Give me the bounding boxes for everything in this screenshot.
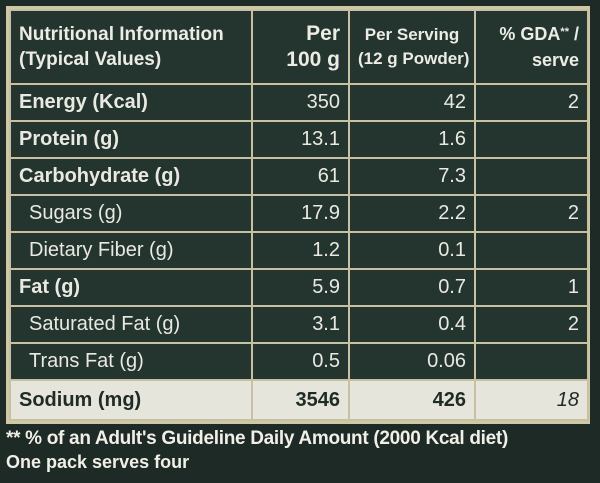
- per-100g-value: 61: [251, 157, 350, 196]
- per-100g-value: 0.5: [251, 342, 350, 381]
- nutrition-table: Nutritional Information (Typical Values)…: [9, 9, 589, 421]
- table-header-row: Nutritional Information (Typical Values)…: [9, 9, 589, 85]
- table-row-trans-fat: Trans Fat (g) 0.5 0.06: [9, 342, 589, 381]
- gda-value: [474, 120, 589, 159]
- per-serving-value: 7.3: [348, 157, 476, 196]
- table-row-saturated-fat: Saturated Fat (g) 3.1 0.4 2: [9, 305, 589, 344]
- per-serving-value: 1.6: [348, 120, 476, 159]
- table-row-protein: Protein (g) 13.1 1.6: [9, 120, 589, 159]
- row-label: Fat (g): [9, 268, 253, 307]
- gda-value: 18: [474, 379, 589, 421]
- header-per-100g: Per 100 g: [251, 9, 350, 85]
- per-serving-value: 0.4: [348, 305, 476, 344]
- per-serving-value: 0.06: [348, 342, 476, 381]
- per-100g-value: 13.1: [251, 120, 350, 159]
- table-row-carbohydrate: Carbohydrate (g) 61 7.3: [9, 157, 589, 196]
- per-serving-value: 0.7: [348, 268, 476, 307]
- gda-value: 2: [474, 83, 589, 122]
- per-100g-value: 5.9: [251, 268, 350, 307]
- row-label: Sodium (mg): [9, 379, 253, 421]
- per-100g-value: 17.9: [251, 194, 350, 233]
- per-100g-value: 3.1: [251, 305, 350, 344]
- row-label: Saturated Fat (g): [9, 305, 253, 344]
- per-100g-value: 1.2: [251, 231, 350, 270]
- header-nutritional-information: Nutritional Information (Typical Values): [9, 9, 253, 85]
- header-per-serving: Per Serving (12 g Powder): [348, 9, 476, 85]
- serves-note: One pack serves four: [6, 452, 190, 472]
- per-serving-value: 42: [348, 83, 476, 122]
- row-label: Carbohydrate (g): [9, 157, 253, 196]
- table-row-fat: Fat (g) 5.9 0.7 1: [9, 268, 589, 307]
- table-row-energy: Energy (Kcal) 350 42 2: [9, 83, 589, 122]
- gda-value: 2: [474, 194, 589, 233]
- table-row-dietary-fiber: Dietary Fiber (g) 1.2 0.1: [9, 231, 589, 270]
- row-label: Energy (Kcal): [9, 83, 253, 122]
- table-row-sodium: Sodium (mg) 3546 426 18: [9, 379, 589, 421]
- gda-value: [474, 342, 589, 381]
- gda-value: 1: [474, 268, 589, 307]
- row-label: Sugars (g): [9, 194, 253, 233]
- per-serving-value: 2.2: [348, 194, 476, 233]
- table-row-sugars: Sugars (g) 17.9 2.2 2: [9, 194, 589, 233]
- row-label: Dietary Fiber (g): [9, 231, 253, 270]
- per-serving-value: 426: [348, 379, 476, 421]
- row-label: Protein (g): [9, 120, 253, 159]
- per-serving-value: 0.1: [348, 231, 476, 270]
- header-gda: % GDA** / serve: [474, 9, 589, 85]
- per-100g-value: 3546: [251, 379, 350, 421]
- gda-footnote: ** % of an Adult's Guideline Daily Amoun…: [6, 428, 508, 449]
- gda-value: [474, 157, 589, 196]
- gda-value: 2: [474, 305, 589, 344]
- per-100g-value: 350: [251, 83, 350, 122]
- gda-value: [474, 231, 589, 270]
- row-label: Trans Fat (g): [9, 342, 253, 381]
